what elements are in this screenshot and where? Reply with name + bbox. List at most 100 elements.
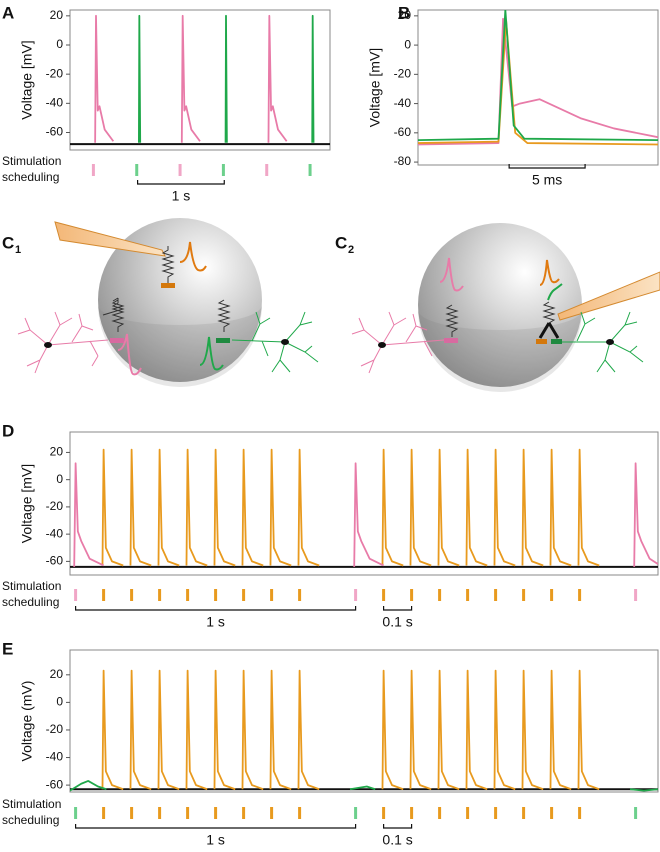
- spring: [161, 246, 175, 283]
- stimulation-marker: [158, 807, 162, 819]
- y-tick-label: 0: [56, 37, 63, 51]
- stimulation-marker: [466, 589, 470, 601]
- stimulation-marker: [158, 589, 162, 601]
- stimulation-marker: [382, 589, 386, 601]
- y-axis-label: Voltage [mV]: [19, 40, 35, 119]
- scale-bar: [383, 824, 413, 829]
- neuron: [562, 311, 644, 373]
- y-tick-label: 20: [50, 667, 64, 681]
- panel-letter: A: [2, 3, 14, 22]
- spring: [111, 299, 125, 332]
- spring: [217, 299, 231, 332]
- soma: [378, 342, 386, 348]
- y-tick-label: -20: [394, 67, 412, 81]
- trace: [70, 780, 658, 792]
- panel-letter: C: [2, 233, 14, 252]
- sphere-shade: [418, 310, 582, 392]
- trace: [138, 14, 315, 143]
- stimulation-marker: [382, 807, 386, 819]
- panel-letter: B: [398, 3, 410, 22]
- contact: [551, 339, 562, 344]
- stimulation-marker: [270, 589, 274, 601]
- stimulation-marker: [265, 164, 269, 176]
- trace: [94, 14, 288, 143]
- trace-icon: [199, 336, 224, 371]
- y-tick-label: 0: [56, 695, 63, 709]
- y-tick-label: -40: [394, 96, 412, 110]
- stimulation-marker: [522, 589, 526, 601]
- y-tick-label: 0: [404, 37, 411, 51]
- stimulation-marker: [214, 589, 218, 601]
- contact: [216, 338, 230, 343]
- y-tick-label: -20: [46, 499, 64, 513]
- y-axis-label: Voltage [mV]: [19, 464, 35, 543]
- y-tick-label: -60: [46, 554, 64, 568]
- junction: [538, 322, 560, 339]
- scale-bar: [383, 606, 413, 611]
- stimulation-marker: [550, 589, 554, 601]
- stimulation-marker: [74, 589, 78, 601]
- scale-bar-label: 0.1 s: [382, 614, 412, 630]
- electrode: [54, 221, 166, 257]
- y-tick-label: -40: [46, 526, 64, 540]
- trace: [101, 669, 600, 791]
- panel-letter: E: [2, 639, 13, 658]
- stimulation-marker: [466, 807, 470, 819]
- stimulation-marker: [354, 589, 358, 601]
- panel-letter: D: [2, 421, 14, 440]
- diagram-c2: C 2: [335, 223, 660, 392]
- stimulation-marker: [242, 589, 246, 601]
- stimulation-label: scheduling: [2, 813, 59, 827]
- plot-frame: [69, 649, 659, 793]
- trace: [418, 10, 658, 142]
- y-tick-label: -40: [46, 96, 64, 110]
- scale-bar: [137, 180, 225, 185]
- electrode: [557, 271, 660, 321]
- y-tick-label: -20: [46, 66, 64, 80]
- stimulation-marker: [186, 807, 190, 819]
- y-tick-label: -40: [46, 750, 64, 764]
- stimulation-marker: [438, 807, 442, 819]
- y-tick-label: -60: [46, 125, 64, 139]
- stimulation-marker: [130, 807, 134, 819]
- stimulation-marker: [522, 807, 526, 819]
- neuron: [351, 311, 445, 374]
- stimulation-marker: [91, 164, 95, 176]
- stimulation-marker: [410, 589, 414, 601]
- plot-frame: [417, 9, 659, 166]
- trace-icon: [117, 333, 142, 376]
- stimulation-marker: [102, 589, 106, 601]
- stimulation-marker: [135, 164, 139, 176]
- stimulation-marker: [130, 589, 134, 601]
- stimulation-label: scheduling: [2, 170, 59, 184]
- spring: [542, 301, 556, 324]
- contact: [161, 283, 175, 288]
- contact: [110, 338, 124, 343]
- stimulation-marker: [221, 164, 225, 176]
- trace-icon: [547, 283, 563, 301]
- y-tick-label: -80: [394, 154, 412, 168]
- stimulation-marker: [578, 589, 582, 601]
- y-tick-label: 0: [56, 472, 63, 486]
- stimulation-marker: [102, 807, 106, 819]
- y-tick-label: -60: [46, 777, 64, 791]
- neuron: [17, 311, 109, 374]
- stimulation-label: scheduling: [2, 595, 59, 609]
- stimulation-marker: [214, 807, 218, 819]
- y-axis-label: Voltage (mV): [19, 681, 35, 762]
- stimulation-marker: [270, 807, 274, 819]
- panel-letter: C: [335, 233, 347, 252]
- trace-icon: [439, 257, 464, 292]
- scale-bar-label: 5 ms: [532, 172, 562, 188]
- y-tick-label: 20: [398, 8, 412, 22]
- y-tick-label: -60: [394, 125, 412, 139]
- y-tick-label: 20: [50, 445, 64, 459]
- stimulation-marker: [308, 164, 312, 176]
- trace: [101, 448, 600, 567]
- stimulation-marker: [494, 589, 498, 601]
- sphere: [418, 223, 582, 387]
- stimulation-marker: [298, 807, 302, 819]
- trace: [73, 462, 658, 567]
